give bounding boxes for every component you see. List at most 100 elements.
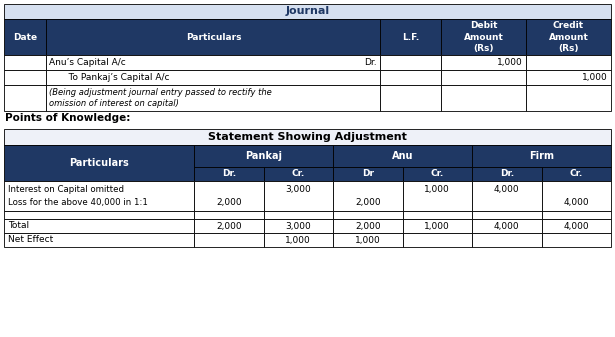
Bar <box>541 211 611 219</box>
Bar <box>4 219 194 233</box>
Bar <box>333 181 402 211</box>
Text: Credit
Amount
(Rs): Credit Amount (Rs) <box>549 22 589 53</box>
Bar <box>526 85 611 111</box>
Text: 1,000: 1,000 <box>285 236 311 245</box>
Text: 3,000: 3,000 <box>285 221 311 231</box>
Bar <box>380 85 441 111</box>
Text: Dr.: Dr. <box>221 170 236 179</box>
Text: 1,000: 1,000 <box>424 221 450 231</box>
Bar <box>194 167 263 181</box>
Bar <box>472 181 541 211</box>
Bar <box>4 70 47 85</box>
Bar <box>526 55 611 70</box>
Text: Total: Total <box>8 221 29 231</box>
Text: Dr.: Dr. <box>499 170 514 179</box>
Bar <box>263 181 333 211</box>
Bar <box>4 55 47 70</box>
Bar <box>541 181 611 211</box>
Bar <box>263 233 333 247</box>
Bar <box>441 19 526 55</box>
Bar <box>333 145 472 167</box>
Text: Anu’s Capital A/c: Anu’s Capital A/c <box>49 58 126 67</box>
Bar <box>402 181 472 211</box>
Text: Dr.: Dr. <box>363 58 376 67</box>
Bar <box>472 219 541 233</box>
Text: Points of Knowledge:: Points of Knowledge: <box>5 113 130 123</box>
Bar <box>472 233 541 247</box>
Bar <box>194 211 263 219</box>
Bar <box>526 19 611 55</box>
Text: 3,000: 3,000 <box>285 185 311 194</box>
Text: Firm: Firm <box>529 151 554 161</box>
Text: Loss for the above 40,000 in 1:1: Loss for the above 40,000 in 1:1 <box>8 198 148 207</box>
Bar <box>472 145 611 167</box>
Text: (Being adjustment journal entry passed to rectify the
omission of interest on ca: (Being adjustment journal entry passed t… <box>49 88 272 108</box>
Text: Statement Showing Adjustment: Statement Showing Adjustment <box>208 132 407 142</box>
Text: Interest on Capital omitted: Interest on Capital omitted <box>8 185 124 194</box>
Text: 2,000: 2,000 <box>216 221 242 231</box>
Bar <box>47 70 380 85</box>
Bar <box>47 85 380 111</box>
Bar <box>441 85 526 111</box>
Bar <box>263 167 333 181</box>
Text: 1,000: 1,000 <box>498 58 523 67</box>
Bar <box>47 55 380 70</box>
Bar <box>194 181 263 211</box>
Text: 4,000: 4,000 <box>563 221 589 231</box>
Bar <box>526 70 611 85</box>
Text: Pankaj: Pankaj <box>245 151 282 161</box>
Text: Journal: Journal <box>285 6 330 17</box>
Bar <box>380 70 441 85</box>
Bar <box>4 233 194 247</box>
Text: 2,000: 2,000 <box>355 221 381 231</box>
Bar <box>541 219 611 233</box>
Text: Date: Date <box>13 32 38 41</box>
Bar <box>4 129 611 145</box>
Text: Cr.: Cr. <box>292 170 305 179</box>
Text: 4,000: 4,000 <box>494 185 520 194</box>
Text: Dr: Dr <box>362 170 374 179</box>
Text: L.F.: L.F. <box>402 32 419 41</box>
Text: Debit
Amount
(Rs): Debit Amount (Rs) <box>464 22 504 53</box>
Text: 1,000: 1,000 <box>355 236 381 245</box>
Text: Cr.: Cr. <box>430 170 444 179</box>
Bar <box>4 181 194 211</box>
Bar <box>194 219 263 233</box>
Bar <box>333 233 402 247</box>
Bar <box>4 4 611 19</box>
Bar <box>4 19 47 55</box>
Bar <box>380 19 441 55</box>
Text: 1,000: 1,000 <box>582 73 608 82</box>
Bar <box>4 211 194 219</box>
Bar <box>441 55 526 70</box>
Bar <box>4 85 47 111</box>
Bar <box>441 70 526 85</box>
Bar <box>541 233 611 247</box>
Text: Particulars: Particulars <box>69 158 129 168</box>
Text: 2,000: 2,000 <box>355 198 381 207</box>
Bar <box>402 211 472 219</box>
Bar <box>333 211 402 219</box>
Bar <box>194 145 333 167</box>
Bar <box>402 167 472 181</box>
Bar <box>402 233 472 247</box>
Bar <box>472 167 541 181</box>
Text: To Pankaj’s Capital A/c: To Pankaj’s Capital A/c <box>60 73 170 82</box>
Text: 2,000: 2,000 <box>216 198 242 207</box>
Bar <box>263 219 333 233</box>
Bar <box>263 211 333 219</box>
Text: 4,000: 4,000 <box>563 198 589 207</box>
Text: Particulars: Particulars <box>186 32 241 41</box>
Bar <box>333 219 402 233</box>
Bar <box>541 167 611 181</box>
Bar <box>4 145 194 181</box>
Bar <box>47 19 380 55</box>
Bar <box>472 211 541 219</box>
Text: Net Effect: Net Effect <box>8 236 54 245</box>
Bar <box>333 167 402 181</box>
Text: 4,000: 4,000 <box>494 221 520 231</box>
Text: Anu: Anu <box>392 151 413 161</box>
Bar <box>194 233 263 247</box>
Text: Cr.: Cr. <box>569 170 583 179</box>
Bar <box>380 55 441 70</box>
